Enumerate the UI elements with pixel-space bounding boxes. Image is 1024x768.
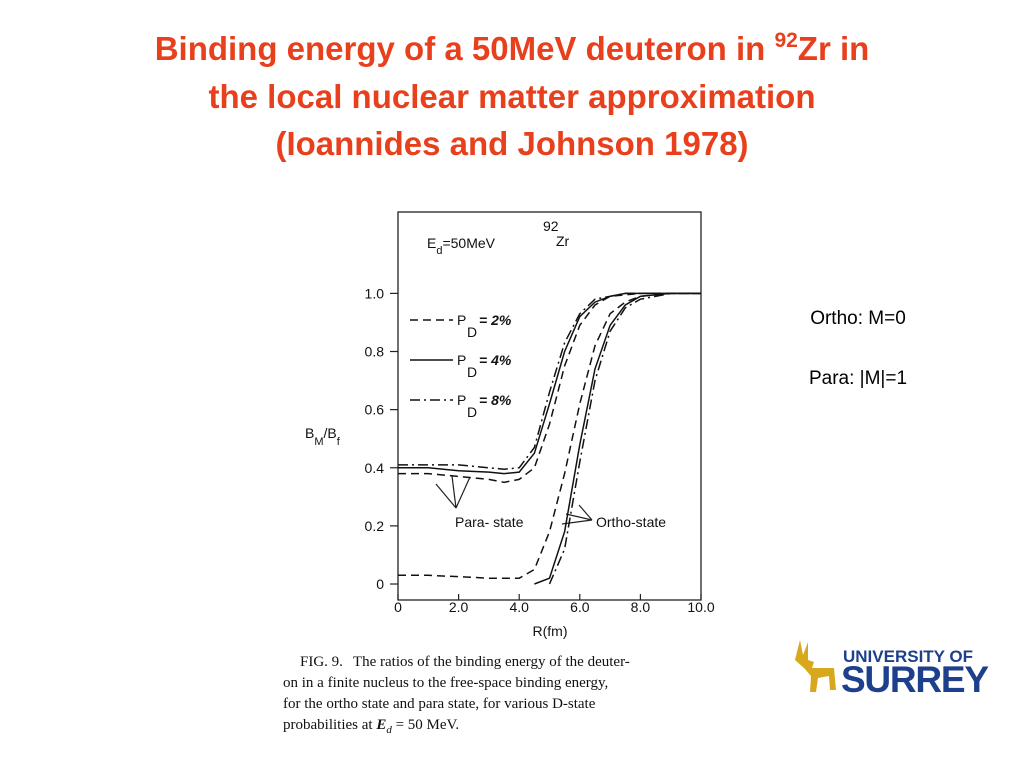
logo-stag <box>795 640 836 692</box>
caption-line: FIG. 9. The ratios of the binding energy … <box>300 654 630 670</box>
legend-symbol-sub: D <box>467 404 477 420</box>
data-line <box>548 292 701 585</box>
data-line <box>398 292 701 470</box>
data-line <box>534 292 701 585</box>
title-superscript: 92 <box>774 29 797 52</box>
legend-symbol-sub: D <box>467 324 477 340</box>
caption-line: for the ortho state and para state, for … <box>283 696 596 712</box>
y-tick-label: 0.6 <box>365 402 385 418</box>
y-tick-label: 0.8 <box>365 344 385 360</box>
x-tick-label: 0 <box>394 599 402 615</box>
title-text: Binding energy of a 50MeV deuteron in <box>155 30 775 67</box>
chart: Ed=50MeV 92 Zr BM/Bf R(fm) Para- state O… <box>305 211 715 639</box>
label-part: =50MeV <box>442 235 495 251</box>
y-axis-label: BM/Bf <box>305 425 341 448</box>
label-part: f <box>337 436 341 448</box>
title-line: Binding energy of a 50MeV deuteron in 92… <box>155 29 870 67</box>
x-tick-label: 8.0 <box>631 599 651 615</box>
legend-symbol: P <box>457 312 466 328</box>
label-part: B <box>305 425 314 441</box>
legend-label: = 2% <box>479 312 512 328</box>
caption-line: on in a finite nucleus to the free-space… <box>283 675 608 691</box>
data-line <box>398 292 701 579</box>
x-tick-label: 4.0 <box>509 599 529 615</box>
legend-label: = 8% <box>479 392 512 408</box>
annotation: Para- state <box>455 514 524 530</box>
y-tick-label: 0.4 <box>365 460 385 476</box>
legend-symbol: P <box>457 392 466 408</box>
caption-part: FIG. 9. <box>300 654 343 670</box>
title-text: Zr in <box>798 30 870 67</box>
label-part: d <box>436 245 442 257</box>
caption-part: = 50 MeV. <box>392 717 459 733</box>
energy-label: Zr <box>556 233 570 249</box>
legend-symbol-sub: D <box>467 364 477 380</box>
caption-part: probabilities at <box>283 717 376 733</box>
y-tick-label: 0.2 <box>365 518 385 534</box>
caption-part: d <box>386 724 392 736</box>
caption-part: E <box>375 717 386 733</box>
plot-frame <box>397 211 702 601</box>
label-part: /B <box>324 425 337 441</box>
x-tick-label: 10.0 <box>687 599 714 615</box>
note: Ortho: M=0 <box>810 308 906 329</box>
annotation: Ortho-state <box>596 514 666 530</box>
arrow <box>435 475 471 509</box>
label-part: M <box>314 436 323 448</box>
label-part: E <box>427 235 436 251</box>
title-line: the local nuclear matter approximation <box>209 78 816 115</box>
y-tick-label: 1.0 <box>365 285 385 301</box>
y-tick-label: 0 <box>376 576 384 592</box>
x-axis-label: R(fm) <box>533 623 568 639</box>
x-tick-label: 2.0 <box>449 599 469 615</box>
data-line <box>398 292 701 484</box>
arrow <box>561 504 593 525</box>
caption-part: The ratios of the binding energy of the … <box>353 654 630 670</box>
note: Para: |M|=1 <box>809 368 907 389</box>
legend-symbol: P <box>457 352 466 368</box>
energy-label: 92 <box>543 218 559 234</box>
logo-text: SURREY <box>841 659 989 700</box>
logo-text: UNIVERSITY OF <box>843 647 973 666</box>
logo: UNIVERSITY OF SURREY <box>795 640 989 700</box>
title-line: (Ioannides and Johnson 1978) <box>275 125 748 162</box>
caption-line: probabilities at Ed = 50 MeV. <box>283 717 459 736</box>
annotation-arrows <box>435 475 593 525</box>
legend-label: = 4% <box>479 352 512 368</box>
x-tick-label: 6.0 <box>570 599 590 615</box>
energy-label: Ed=50MeV <box>427 235 496 257</box>
caption: FIG. 9. The ratios of the binding energy … <box>283 654 630 736</box>
